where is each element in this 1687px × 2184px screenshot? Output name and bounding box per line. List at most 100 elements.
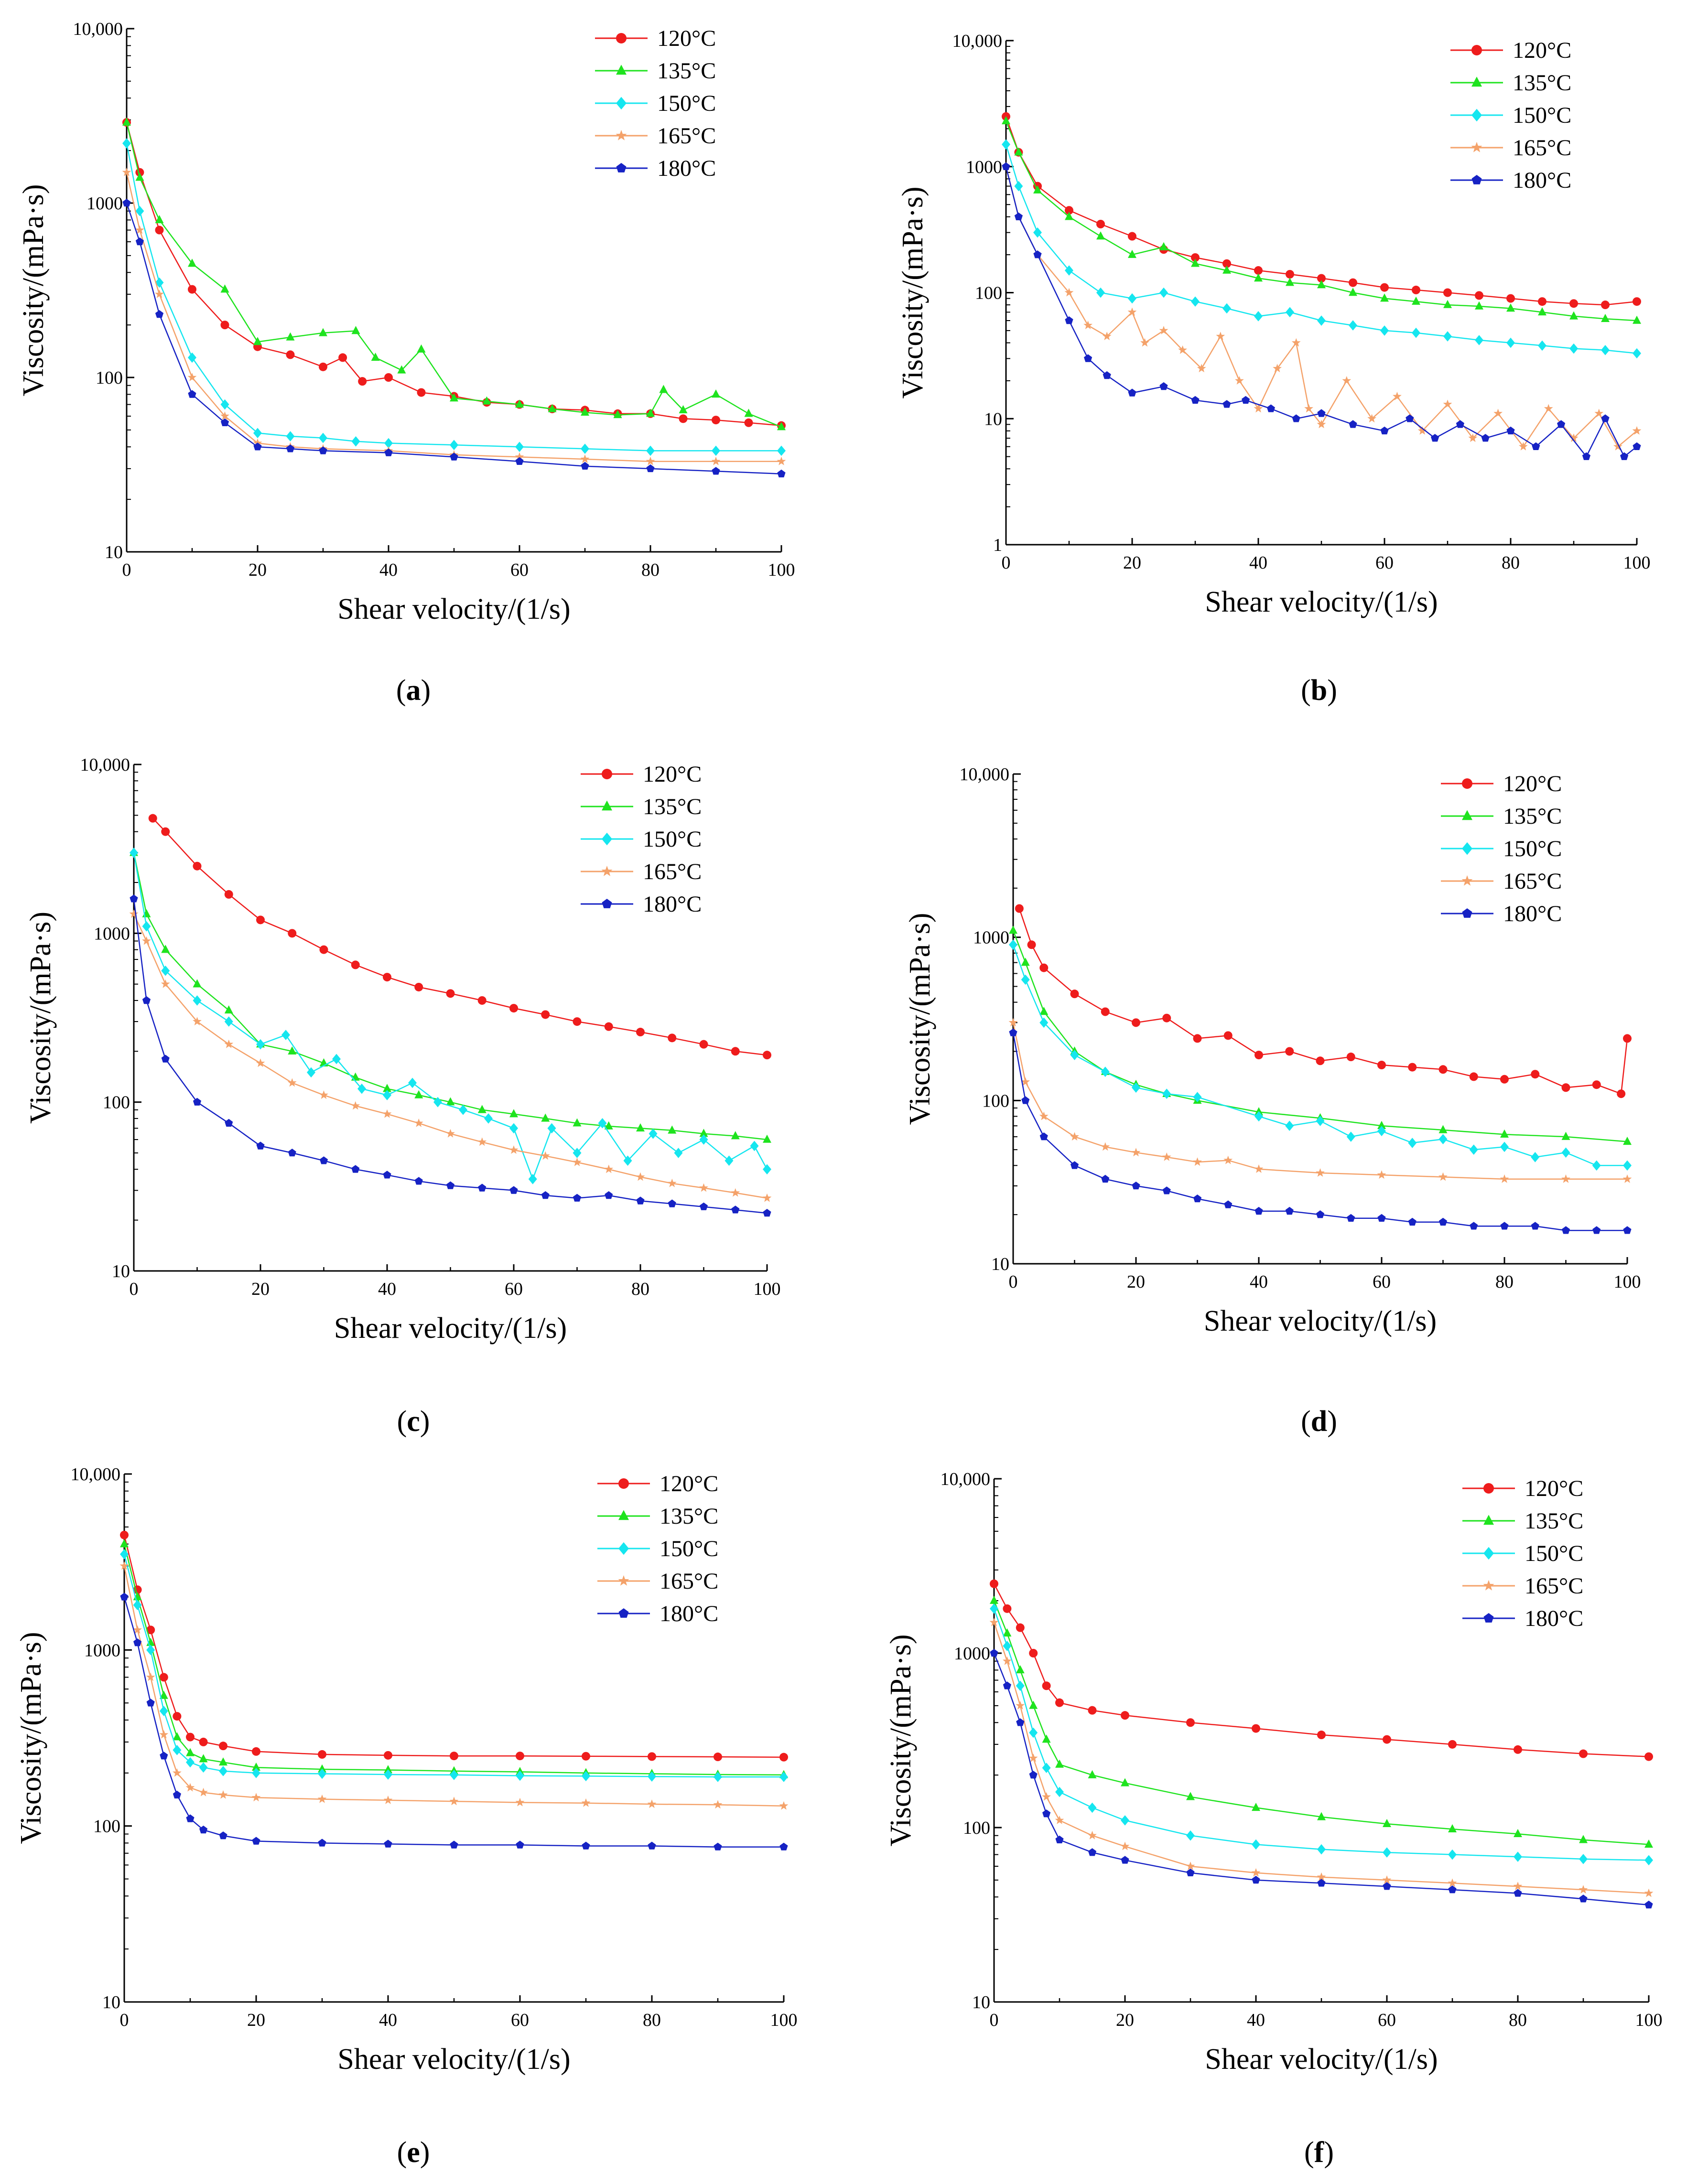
data-point	[414, 1118, 423, 1127]
x-tick-label: 100	[768, 560, 795, 580]
legend-label: 180°C	[1513, 168, 1571, 193]
data-point	[1132, 1182, 1140, 1190]
x-tick-label: 0	[120, 2010, 129, 2030]
data-point	[1088, 1802, 1097, 1813]
data-point	[779, 1842, 788, 1850]
series-line	[1012, 1033, 1627, 1231]
data-point	[1254, 1164, 1264, 1173]
data-point	[1070, 1161, 1079, 1169]
data-point	[1601, 344, 1610, 355]
legend-marker	[618, 1608, 629, 1618]
legend-label: 120°C	[657, 26, 716, 51]
data-point	[252, 1747, 260, 1756]
series-120c	[1015, 904, 1632, 1098]
data-point	[1475, 291, 1483, 300]
data-point	[1016, 1665, 1025, 1674]
data-point	[725, 1155, 734, 1166]
series-135c	[990, 1595, 1653, 1848]
data-point	[1538, 307, 1546, 316]
data-point	[1633, 348, 1641, 359]
data-point	[1162, 1152, 1171, 1161]
data-point	[1514, 1745, 1522, 1754]
data-point	[1408, 1217, 1417, 1226]
data-point	[318, 1750, 326, 1759]
data-point	[1579, 1885, 1588, 1894]
data-point	[1622, 1174, 1632, 1183]
series-165c	[1001, 161, 1642, 451]
y-axis-title: Viscosity/(mPa·s)	[897, 186, 929, 398]
data-point	[1448, 1740, 1457, 1749]
chart-panel-b: 0 20 40 60 80 100 1 10 100 1000 10,000 Shear veloci…	[897, 31, 1651, 618]
data-point	[1317, 1844, 1326, 1855]
data-point	[256, 1141, 265, 1150]
panel-caption-letter: a	[406, 674, 421, 707]
data-point	[636, 1172, 645, 1181]
data-point	[712, 416, 720, 425]
data-point	[1316, 1116, 1325, 1126]
data-point	[1033, 185, 1042, 194]
data-point	[199, 1762, 208, 1773]
data-point	[159, 1730, 169, 1739]
legend-marker	[1462, 908, 1472, 918]
data-point	[1349, 320, 1357, 331]
data-point	[1304, 404, 1313, 413]
data-point	[383, 1795, 393, 1804]
x-tick-label: 100	[1623, 553, 1651, 573]
data-point	[1561, 1083, 1570, 1092]
data-point	[1102, 332, 1112, 340]
series-line	[993, 1608, 1649, 1861]
x-tick-label: 100	[1635, 2010, 1663, 2030]
data-point	[777, 445, 786, 456]
legend-item: 180°C	[1450, 168, 1571, 193]
series-line	[1005, 120, 1637, 322]
legend-item: 120°C	[1441, 771, 1562, 796]
data-point	[1121, 1856, 1129, 1864]
y-tick-label: 10,000	[71, 1464, 121, 1485]
data-point	[667, 1178, 677, 1187]
data-point	[185, 1783, 195, 1792]
data-point	[484, 1113, 493, 1124]
data-point	[646, 464, 655, 473]
legend-item: 180°C	[1462, 1606, 1583, 1631]
data-point	[319, 1090, 328, 1099]
data-point	[1014, 147, 1023, 156]
data-point	[251, 1793, 261, 1802]
data-point	[219, 1831, 227, 1840]
legend-label: 150°C	[660, 1536, 718, 1561]
data-point	[1235, 376, 1244, 385]
data-point	[1380, 325, 1389, 336]
data-point	[384, 1751, 392, 1760]
data-point	[159, 1706, 168, 1716]
data-point	[1475, 335, 1483, 345]
data-point	[129, 909, 139, 918]
data-point	[1191, 258, 1200, 267]
data-point	[142, 936, 151, 945]
data-point	[120, 1592, 129, 1601]
data-point	[1617, 1089, 1626, 1098]
data-point	[990, 1595, 998, 1604]
data-point	[990, 1649, 998, 1657]
legend-marker	[1471, 175, 1482, 184]
data-point	[288, 929, 297, 938]
data-point	[1178, 345, 1187, 354]
data-point	[1579, 1749, 1588, 1758]
data-point	[384, 1840, 392, 1848]
x-tick-label: 60	[1378, 2010, 1396, 2030]
data-point	[1383, 1735, 1391, 1744]
legend-item: 135°C	[1462, 1508, 1583, 1534]
y-axis-title: Viscosity/(mPa·s)	[17, 184, 50, 396]
data-point	[383, 1090, 391, 1100]
data-point	[573, 1194, 582, 1202]
data-point	[1159, 287, 1168, 298]
data-point	[1531, 1070, 1540, 1079]
y-tick-label: 10	[991, 1254, 1009, 1274]
data-point	[777, 469, 786, 478]
data-point	[1042, 1763, 1051, 1773]
data-point	[1131, 1148, 1141, 1157]
series-line	[993, 1600, 1649, 1845]
x-tick-label: 40	[1250, 1272, 1268, 1292]
data-point	[1286, 278, 1294, 286]
legend-label: 135°C	[657, 58, 716, 84]
data-point	[135, 237, 144, 246]
data-point	[1055, 1786, 1064, 1797]
